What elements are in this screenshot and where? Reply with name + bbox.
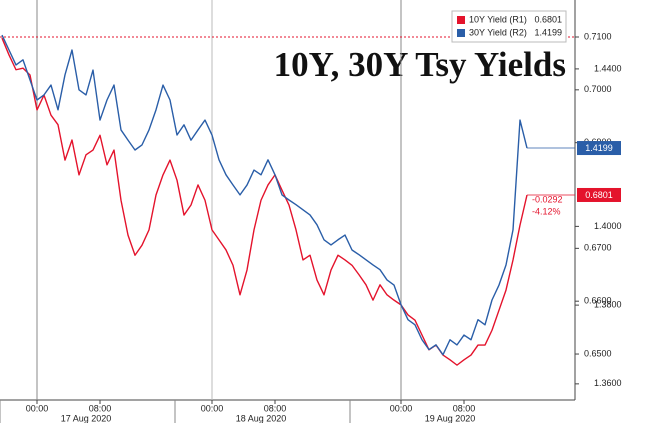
y-tick-label: 1.3600 (594, 378, 622, 388)
date-label: 19 Aug 2020 (425, 413, 476, 423)
x-tick-label: 08:00 (89, 403, 112, 413)
legend-swatch (457, 29, 465, 37)
y-tick-label: 0.7000 (584, 84, 612, 94)
y-tick-label: 1.3800 (594, 299, 622, 309)
x-tick-label: 08:00 (453, 403, 476, 413)
legend-value: 0.6801 (534, 14, 562, 24)
y-tick-label: 0.6500 (584, 348, 612, 358)
y-tick-label: 1.4000 (594, 221, 622, 231)
x-tick-label: 00:00 (201, 403, 224, 413)
y-tick-label: 0.6700 (584, 243, 612, 253)
legend-label: 30Y Yield (R2) (469, 27, 527, 37)
date-label: 17 Aug 2020 (61, 413, 112, 423)
date-label: 18 Aug 2020 (236, 413, 287, 423)
annotation: -4.12% (532, 206, 561, 216)
y-tick-label: 0.7100 (584, 31, 612, 41)
legend-label: 10Y Yield (R1) (469, 14, 527, 24)
legend: 10Y Yield (R1) 0.6801 30Y Yield (R2) 1.4199 (451, 10, 567, 43)
last-value-box (577, 141, 621, 156)
x-tick-label: 00:00 (26, 403, 49, 413)
annotation: -0.0292 (532, 194, 563, 204)
legend-value: 1.4199 (534, 27, 562, 37)
legend-swatch (457, 16, 465, 24)
y-tick-label: 1.4400 (594, 63, 622, 73)
last-value-label: 1.4199 (585, 143, 613, 153)
last-value-box (577, 187, 621, 202)
legend-box (451, 10, 567, 43)
series-line (1, 34, 528, 356)
x-tick-label: 08:00 (264, 403, 287, 413)
y-tick-label: 0.6600 (584, 296, 612, 306)
x-tick-label: 00:00 (390, 403, 413, 413)
last-value-label: 0.6801 (585, 190, 613, 200)
chart-title: 10Y, 30Y Tsy Yields (274, 45, 566, 84)
